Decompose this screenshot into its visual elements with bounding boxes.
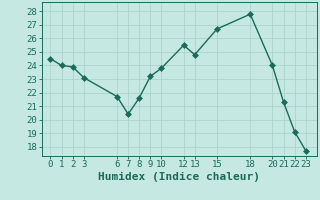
X-axis label: Humidex (Indice chaleur): Humidex (Indice chaleur): [98, 172, 260, 182]
